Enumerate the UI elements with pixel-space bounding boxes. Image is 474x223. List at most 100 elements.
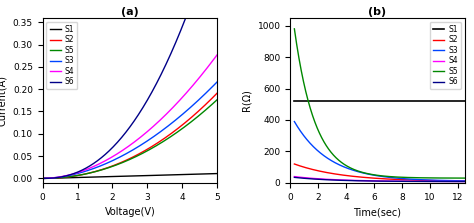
Line: S2: S2 xyxy=(294,164,465,181)
S6 xyxy=(182,17,188,20)
S6 xyxy=(419,180,425,183)
S2 xyxy=(123,159,128,162)
S1 xyxy=(405,100,411,103)
S4 xyxy=(214,54,220,56)
X-axis label: Voltage(V): Voltage(V) xyxy=(104,207,155,217)
S4 xyxy=(182,93,188,95)
S5 xyxy=(144,150,149,153)
S1 xyxy=(134,175,140,177)
S4 xyxy=(210,59,216,62)
S5 xyxy=(335,158,341,161)
S4 xyxy=(335,178,341,181)
S5 xyxy=(292,27,297,30)
S6 xyxy=(134,116,140,118)
S3 xyxy=(40,177,46,180)
S5 xyxy=(405,176,411,179)
S1 xyxy=(40,177,46,180)
S2 xyxy=(368,177,374,179)
S4 xyxy=(392,180,398,182)
Legend: S1, S2, S3, S4, S5, S6: S1, S2, S3, S4, S5, S6 xyxy=(430,22,461,89)
S5 xyxy=(214,99,220,101)
S3 xyxy=(134,146,140,149)
S2 xyxy=(134,154,140,156)
S2 xyxy=(335,173,341,176)
Line: S5: S5 xyxy=(43,100,217,178)
S5 xyxy=(392,176,398,178)
S5 xyxy=(322,141,328,144)
S5 xyxy=(123,160,128,163)
S4 xyxy=(462,180,467,183)
S1 xyxy=(214,172,220,175)
Line: S3: S3 xyxy=(43,82,217,178)
S3 xyxy=(210,85,216,88)
S3 xyxy=(419,178,425,181)
Title: (b): (b) xyxy=(368,7,386,17)
S3 xyxy=(292,120,297,123)
S2 xyxy=(210,96,216,99)
S2 xyxy=(40,177,46,180)
S6 xyxy=(368,180,374,182)
S5 xyxy=(134,155,140,157)
S6 xyxy=(144,100,149,103)
S3 xyxy=(182,110,188,113)
S2 xyxy=(462,180,467,182)
S1 xyxy=(292,100,297,103)
Line: S5: S5 xyxy=(294,29,465,178)
S6 xyxy=(292,176,297,179)
S6 xyxy=(335,179,341,182)
S2 xyxy=(144,149,149,151)
Line: S3: S3 xyxy=(294,122,465,181)
S5 xyxy=(40,177,46,180)
X-axis label: Time(sec): Time(sec) xyxy=(353,207,401,217)
S2 xyxy=(124,159,129,161)
S4 xyxy=(123,147,128,150)
S2 xyxy=(419,179,425,182)
S1 xyxy=(335,100,341,103)
S5 xyxy=(210,102,216,105)
S2 xyxy=(322,171,328,173)
S6 xyxy=(123,131,128,134)
S1 xyxy=(419,100,425,103)
S1 xyxy=(182,173,188,176)
S1 xyxy=(123,175,128,178)
S2 xyxy=(214,92,220,95)
Line: S2: S2 xyxy=(43,93,217,178)
S1 xyxy=(392,100,398,103)
Y-axis label: R(Ω): R(Ω) xyxy=(242,89,252,111)
S1 xyxy=(462,100,467,103)
S2 xyxy=(292,163,297,165)
S3 xyxy=(144,140,149,143)
S4 xyxy=(419,180,425,183)
Line: S6: S6 xyxy=(294,177,465,182)
Y-axis label: Current(A): Current(A) xyxy=(0,75,7,126)
S3 xyxy=(214,81,220,83)
Line: S4: S4 xyxy=(294,177,465,182)
S6 xyxy=(392,180,398,183)
S6 xyxy=(405,180,411,183)
S1 xyxy=(368,100,374,103)
S4 xyxy=(405,180,411,183)
S3 xyxy=(124,152,129,155)
Title: (a): (a) xyxy=(121,7,139,17)
S6 xyxy=(322,178,328,181)
S1 xyxy=(210,172,216,175)
S4 xyxy=(124,146,129,149)
S2 xyxy=(405,179,411,181)
S1 xyxy=(144,174,149,177)
S4 xyxy=(368,180,374,182)
S3 xyxy=(322,155,328,157)
Line: S4: S4 xyxy=(43,55,217,178)
S4 xyxy=(292,175,297,178)
S4 xyxy=(40,177,46,180)
S4 xyxy=(322,178,328,180)
S5 xyxy=(182,125,188,128)
S3 xyxy=(335,163,341,166)
S4 xyxy=(144,131,149,134)
S1 xyxy=(124,175,129,178)
S6 xyxy=(124,130,129,133)
S3 xyxy=(462,180,467,182)
S1 xyxy=(322,100,328,103)
S6 xyxy=(462,180,467,183)
S5 xyxy=(368,173,374,176)
S3 xyxy=(392,177,398,179)
